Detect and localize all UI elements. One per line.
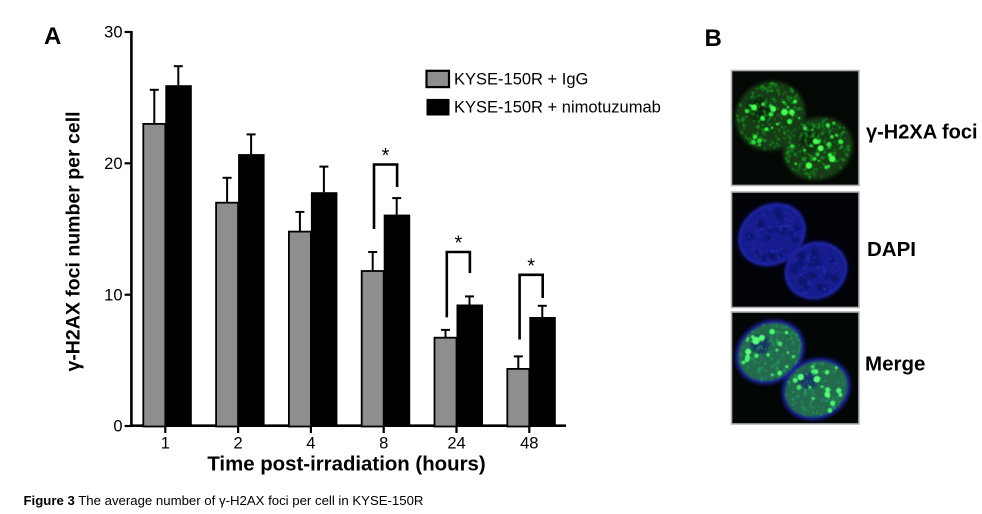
svg-text:*: * — [382, 145, 390, 167]
svg-text:30: 30 — [104, 24, 122, 42]
svg-text:DAPI: DAPI — [867, 238, 916, 261]
svg-text:2: 2 — [234, 435, 243, 453]
svg-text:γ-H2AX foci number per cell: γ-H2AX foci number per cell — [63, 111, 85, 371]
svg-text:10: 10 — [104, 286, 122, 304]
svg-text:A: A — [44, 23, 61, 50]
svg-text:4: 4 — [306, 435, 315, 453]
svg-text:*: * — [527, 255, 535, 277]
svg-text:8: 8 — [379, 435, 388, 453]
svg-text:24: 24 — [447, 435, 465, 453]
svg-text:B: B — [705, 25, 722, 52]
svg-text:1: 1 — [161, 435, 170, 453]
svg-text:KYSE-150R + IgG: KYSE-150R + IgG — [454, 71, 588, 89]
svg-text:Time post-irradiation (hours): Time post-irradiation (hours) — [207, 454, 485, 476]
svg-text:Figure 3 The average number of: Figure 3 The average number of γ-H2AX fo… — [24, 493, 424, 508]
svg-text:Merge: Merge — [865, 353, 925, 376]
svg-text:0: 0 — [113, 418, 122, 436]
svg-text:48: 48 — [520, 435, 538, 453]
svg-text:20: 20 — [104, 155, 122, 173]
svg-text:γ-H2XA foci: γ-H2XA foci — [866, 122, 978, 144]
svg-text:*: * — [455, 233, 463, 255]
svg-text:KYSE-150R + nimotuzumab: KYSE-150R + nimotuzumab — [454, 99, 661, 117]
